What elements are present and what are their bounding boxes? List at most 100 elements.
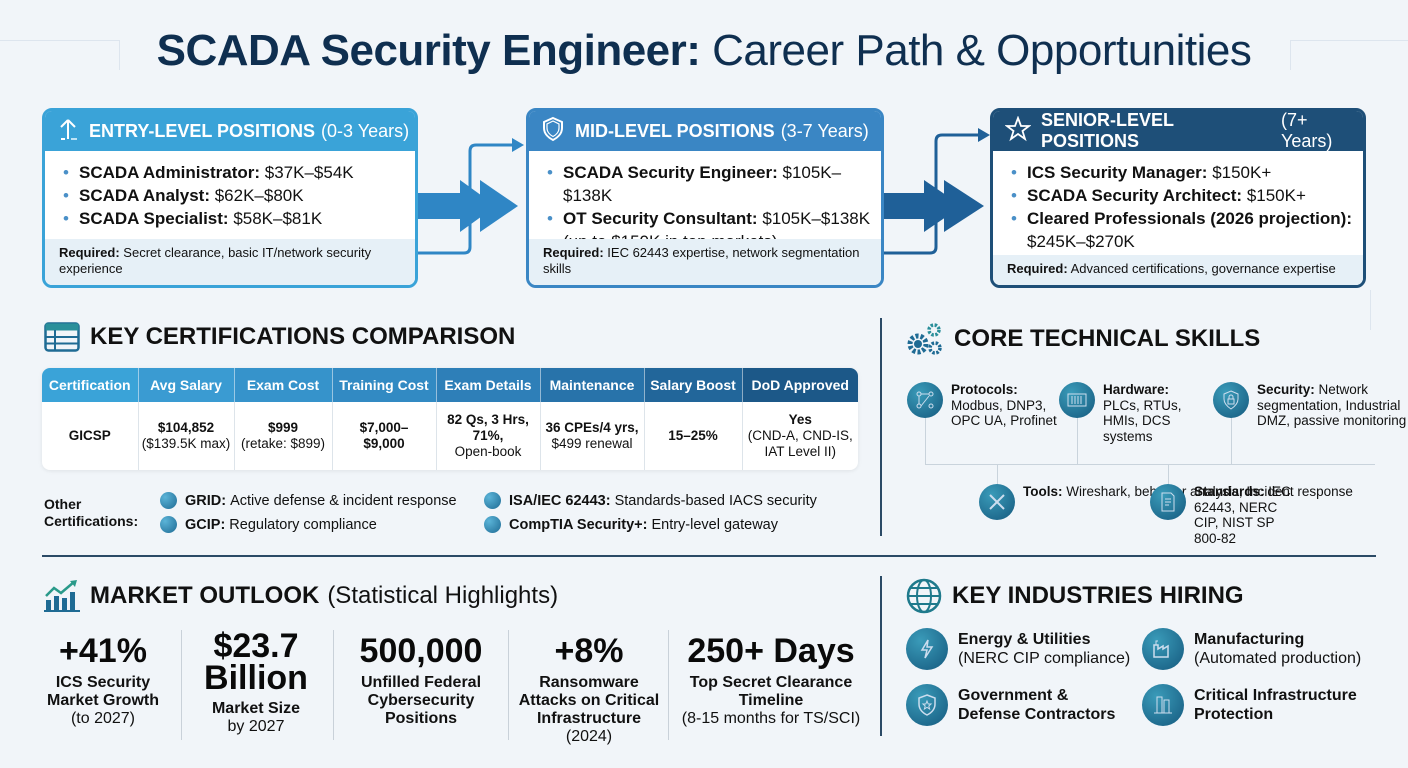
skills-connector — [1168, 464, 1169, 486]
lock-shield-icon — [1213, 382, 1249, 418]
mid-level-card: MID-LEVEL POSITIONS (3-7 Years) SCADA Se… — [526, 108, 884, 288]
role-item: SCADA Administrator: $37K–$54K — [63, 161, 415, 184]
column-header: DoD Approved — [742, 368, 858, 402]
entry-level-card: ENTRY-LEVEL POSITIONS (0-3 Years) SCADA … — [42, 108, 418, 288]
page-title: SCADA Security Engineer: Career Path & O… — [0, 26, 1408, 76]
cell-dod-approved: Yes (CND-A, CND-IS, IAT Level II) — [747, 412, 853, 459]
section-divider — [880, 576, 882, 736]
stat-unfilled-positions: 500,000 Unfilled Federal Cybersecurity P… — [359, 632, 483, 727]
document-icon — [1150, 484, 1186, 520]
progression-arrow-icon — [418, 138, 524, 265]
stat-divider — [181, 630, 182, 740]
grid-icon — [160, 492, 177, 509]
other-cert-item: GCIP: Regulatory compliance — [160, 516, 377, 533]
stat-clearance-timeline: 250+ Days Top Secret Clearance Timeline … — [681, 632, 861, 727]
column-header: Exam Details — [436, 368, 541, 402]
column-header: Salary Boost — [644, 368, 743, 402]
requirements: Required: IEC 62443 expertise, network s… — [529, 239, 881, 285]
skill-protocols: Protocols: Modbus, DNP3, OPC UA, Profinet — [907, 382, 1059, 429]
column-header: Exam Cost — [234, 368, 333, 402]
skill-standards: Standards: IEC 62443, NERC CIP, NIST SP … — [1150, 484, 1304, 546]
circuit-line — [1290, 40, 1408, 70]
compliance-icon — [160, 516, 177, 533]
column-header: Certification — [42, 368, 139, 402]
iacs-icon — [484, 492, 501, 509]
role-list: ICS Security Manager: $150K+ SCADA Secur… — [993, 151, 1363, 253]
table-header-row: Certification Avg Salary Exam Cost Train… — [42, 368, 858, 402]
industry-critical-infrastructure: Critical Infrastructure Protection — [1142, 684, 1374, 726]
certifications-table: Certification Avg Salary Exam Cost Train… — [42, 368, 858, 470]
industry-energy: Energy & Utilities (NERC CIP compliance) — [906, 628, 1130, 670]
hardware-icon — [1059, 382, 1095, 418]
other-certifications-label: Other Certifications: — [44, 496, 139, 529]
building-icon — [1142, 684, 1184, 726]
circuit-line — [1370, 290, 1371, 330]
stat-divider — [333, 630, 334, 740]
cell-avg-salary: $104,852 ($139.5K max) — [138, 402, 235, 470]
skills-connector — [1077, 414, 1078, 464]
network-icon — [907, 382, 943, 418]
star-icon — [1004, 114, 1032, 147]
table-row: GICSP $104,852 ($139.5K max) $999 (retake:… — [42, 402, 858, 470]
market-title: MARKET OUTLOOK (Statistical Highlights) — [44, 580, 558, 612]
cell-exam-details: 82 Qs, 3 Hrs, 71%, Open-book — [436, 402, 541, 470]
skills-title: CORE TECHNICAL SKILLS — [906, 322, 1260, 356]
table-icon — [44, 322, 80, 352]
factory-icon — [1142, 628, 1184, 670]
lightning-icon — [906, 628, 948, 670]
level-title: MID-LEVEL POSITIONS — [575, 120, 775, 141]
stat-divider — [668, 630, 669, 740]
senior-level-card: SENIOR-LEVEL POSITIONS (7+ Years) ICS Se… — [990, 108, 1366, 288]
requirements: Required: Secret clearance, basic IT/net… — [45, 239, 415, 285]
role-list: SCADA Administrator: $37K–$54K SCADA Ana… — [45, 151, 415, 230]
card-header: ENTRY-LEVEL POSITIONS (0-3 Years) — [45, 111, 415, 151]
title-bold: SCADA Security Engineer: — [156, 26, 701, 75]
level-years: (0-3 Years) — [321, 120, 410, 141]
role-item: SCADA Security Architect: $150K+ — [1011, 184, 1363, 207]
requirements: Required: Advanced certifications, gover… — [993, 255, 1363, 285]
industry-government: Government & Defense Contractors — [906, 684, 1118, 726]
cell-training-cost: $7,000–$9,000 — [332, 402, 437, 470]
gears-icon — [906, 322, 944, 356]
skills-connector — [925, 464, 1375, 465]
section-divider — [880, 318, 882, 536]
industry-manufacturing: Manufacturing (Automated production) — [1142, 628, 1361, 670]
other-cert-item: ISA/IEC 62443: Standards-based IACS secur… — [484, 492, 817, 509]
role-item: ICS Security Manager: $150K+ — [1011, 161, 1363, 184]
level-title: ENTRY-LEVEL POSITIONS — [89, 120, 316, 141]
column-header: Avg Salary — [138, 368, 235, 402]
role-item: SCADA Specialist: $58K–$81K — [63, 207, 415, 230]
card-header: SENIOR-LEVEL POSITIONS (7+ Years) — [993, 111, 1363, 151]
stat-ransomware: +8% Ransomware Attacks on Critical Infra… — [518, 632, 660, 745]
certifications-title: KEY CERTIFICATIONS COMPARISON — [44, 322, 515, 352]
growth-chart-icon — [44, 580, 80, 612]
skill-tools: Tools: Wireshark, behavior analysis, Inc… — [979, 484, 1353, 520]
skill-hardware: Hardware: PLCs, RTUs, HMIs, DCS systems — [1059, 382, 1213, 444]
skills-connector — [925, 414, 926, 464]
skills-connector — [997, 464, 998, 486]
shield-icon — [541, 116, 565, 147]
cell-exam-cost: $999 (retake: $899) — [234, 402, 333, 470]
shield-star-icon — [906, 684, 948, 726]
title-light: Career Path & Opportunities — [712, 26, 1252, 75]
other-cert-item: GRID: Active defense & incident response — [160, 492, 457, 509]
level-years: (7+ Years) — [1281, 110, 1333, 151]
role-item: Cleared Professionals (2026 projection):… — [1011, 207, 1363, 253]
industries-title: KEY INDUSTRIES HIRING — [906, 578, 1244, 614]
circuit-line — [0, 40, 120, 70]
role-list: SCADA Security Engineer: $105K–$138K OT … — [529, 151, 881, 253]
level-years: (3-7 Years) — [780, 120, 869, 141]
section-divider — [42, 555, 1376, 557]
skill-security: Security: Network segmentation, Industri… — [1213, 382, 1408, 429]
cell-certification: GICSP — [42, 402, 139, 470]
globe-icon — [906, 578, 942, 614]
skills-connector — [1231, 414, 1232, 464]
progression-arrow-icon — [884, 128, 990, 255]
column-header: Maintenance — [540, 368, 645, 402]
role-item: SCADA Analyst: $62K–$80K — [63, 184, 415, 207]
stat-market-growth: +41% ICS Security Market Growth (to 2027… — [46, 632, 159, 727]
gateway-icon — [484, 516, 501, 533]
arrow-up-icon — [57, 117, 79, 146]
other-cert-item: CompTIA Security+: Entry-level gateway — [484, 516, 778, 533]
level-title: SENIOR-LEVEL POSITIONS — [1041, 110, 1174, 151]
